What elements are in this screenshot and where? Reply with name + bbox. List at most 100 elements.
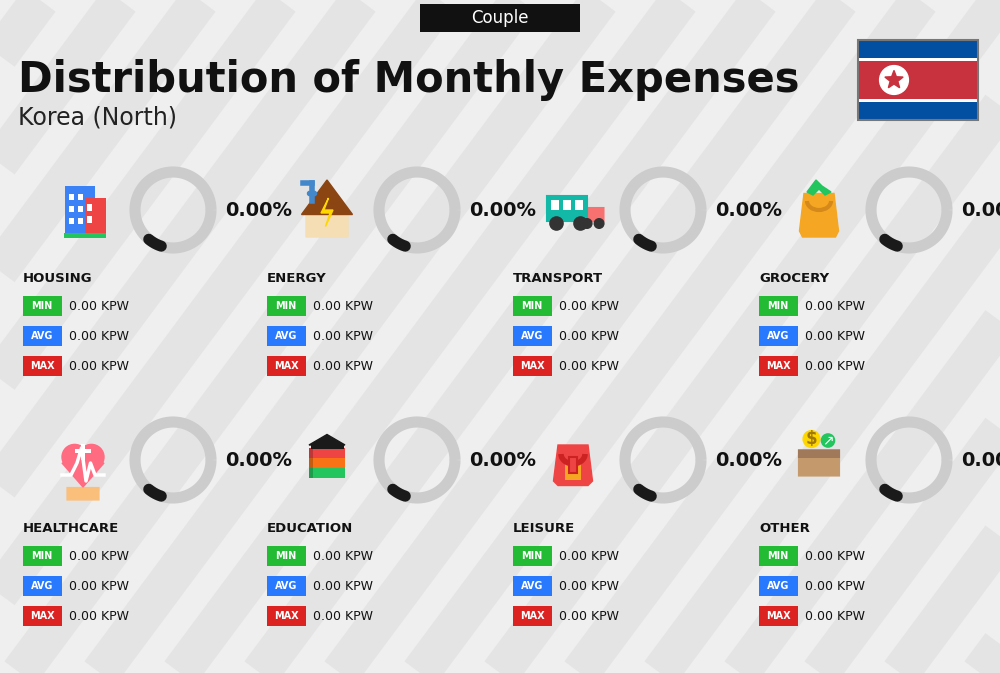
Text: HEALTHCARE: HEALTHCARE bbox=[23, 522, 119, 534]
Circle shape bbox=[821, 434, 835, 447]
Text: 0.00 KPW: 0.00 KPW bbox=[69, 549, 129, 563]
FancyBboxPatch shape bbox=[420, 4, 580, 32]
FancyBboxPatch shape bbox=[309, 448, 345, 458]
Text: 0.00 KPW: 0.00 KPW bbox=[69, 299, 129, 312]
FancyBboxPatch shape bbox=[512, 546, 552, 566]
Text: 0.00%: 0.00% bbox=[961, 450, 1000, 470]
FancyBboxPatch shape bbox=[65, 186, 95, 234]
Text: 0.00 KPW: 0.00 KPW bbox=[559, 549, 619, 563]
FancyBboxPatch shape bbox=[512, 296, 552, 316]
Text: 0.00 KPW: 0.00 KPW bbox=[559, 330, 619, 343]
FancyBboxPatch shape bbox=[798, 450, 840, 458]
FancyBboxPatch shape bbox=[266, 576, 306, 596]
Text: 0.00 KPW: 0.00 KPW bbox=[559, 579, 619, 592]
FancyBboxPatch shape bbox=[759, 326, 798, 346]
Text: MIN: MIN bbox=[521, 551, 543, 561]
FancyBboxPatch shape bbox=[562, 199, 571, 210]
Text: Korea (North): Korea (North) bbox=[18, 106, 177, 130]
FancyBboxPatch shape bbox=[309, 458, 313, 468]
Text: 0.00 KPW: 0.00 KPW bbox=[69, 359, 129, 372]
FancyBboxPatch shape bbox=[858, 61, 978, 99]
FancyBboxPatch shape bbox=[569, 457, 577, 472]
FancyBboxPatch shape bbox=[583, 207, 605, 222]
Circle shape bbox=[594, 219, 604, 228]
FancyBboxPatch shape bbox=[78, 194, 83, 200]
Circle shape bbox=[62, 444, 87, 470]
FancyBboxPatch shape bbox=[22, 296, 62, 316]
FancyBboxPatch shape bbox=[798, 450, 840, 476]
Text: AVG: AVG bbox=[521, 581, 543, 591]
Polygon shape bbox=[302, 180, 352, 215]
FancyBboxPatch shape bbox=[858, 102, 978, 120]
Text: MAX: MAX bbox=[520, 361, 544, 371]
Text: MIN: MIN bbox=[31, 551, 53, 561]
Polygon shape bbox=[306, 186, 348, 237]
FancyBboxPatch shape bbox=[266, 546, 306, 566]
FancyBboxPatch shape bbox=[858, 99, 978, 102]
Text: MAX: MAX bbox=[274, 361, 298, 371]
Text: MAX: MAX bbox=[274, 611, 298, 621]
Text: MIN: MIN bbox=[31, 301, 53, 311]
Text: 0.00 KPW: 0.00 KPW bbox=[69, 330, 129, 343]
FancyBboxPatch shape bbox=[66, 487, 100, 501]
Text: GROCERY: GROCERY bbox=[759, 271, 829, 285]
Text: 0.00%: 0.00% bbox=[469, 201, 536, 219]
Text: 0.00 KPW: 0.00 KPW bbox=[313, 299, 373, 312]
Text: OTHER: OTHER bbox=[759, 522, 810, 534]
FancyBboxPatch shape bbox=[512, 606, 552, 626]
FancyBboxPatch shape bbox=[78, 205, 83, 212]
Text: 0.00 KPW: 0.00 KPW bbox=[559, 299, 619, 312]
Polygon shape bbox=[309, 435, 345, 445]
Circle shape bbox=[880, 65, 908, 94]
Circle shape bbox=[574, 217, 587, 230]
FancyBboxPatch shape bbox=[858, 40, 978, 58]
Text: 0.00 KPW: 0.00 KPW bbox=[313, 610, 373, 623]
FancyBboxPatch shape bbox=[512, 326, 552, 346]
Text: Couple: Couple bbox=[471, 9, 529, 27]
FancyBboxPatch shape bbox=[309, 458, 345, 468]
FancyBboxPatch shape bbox=[81, 444, 85, 460]
FancyBboxPatch shape bbox=[309, 448, 313, 458]
FancyBboxPatch shape bbox=[87, 204, 92, 211]
FancyBboxPatch shape bbox=[309, 468, 313, 478]
Text: $: $ bbox=[806, 430, 817, 448]
FancyBboxPatch shape bbox=[266, 356, 306, 376]
Text: TRANSPORT: TRANSPORT bbox=[513, 271, 603, 285]
FancyBboxPatch shape bbox=[759, 576, 798, 596]
Text: EDUCATION: EDUCATION bbox=[267, 522, 353, 534]
FancyBboxPatch shape bbox=[309, 468, 345, 478]
FancyBboxPatch shape bbox=[22, 356, 62, 376]
Text: AVG: AVG bbox=[31, 331, 53, 341]
Circle shape bbox=[582, 219, 592, 228]
Text: AVG: AVG bbox=[275, 581, 297, 591]
Text: 0.00 KPW: 0.00 KPW bbox=[313, 549, 373, 563]
Polygon shape bbox=[807, 180, 831, 195]
Polygon shape bbox=[62, 463, 104, 487]
Text: AVG: AVG bbox=[767, 331, 789, 341]
Text: 0.00%: 0.00% bbox=[715, 450, 782, 470]
Text: 0.00 KPW: 0.00 KPW bbox=[805, 330, 865, 343]
Text: MAX: MAX bbox=[30, 361, 54, 371]
Polygon shape bbox=[554, 445, 592, 485]
Text: 0.00 KPW: 0.00 KPW bbox=[805, 299, 865, 312]
FancyBboxPatch shape bbox=[546, 195, 588, 222]
FancyBboxPatch shape bbox=[266, 606, 306, 626]
Text: AVG: AVG bbox=[521, 331, 543, 341]
Text: 0.00 KPW: 0.00 KPW bbox=[805, 610, 865, 623]
Text: 0.00 KPW: 0.00 KPW bbox=[313, 579, 373, 592]
FancyBboxPatch shape bbox=[550, 199, 559, 210]
Text: 0.00 KPW: 0.00 KPW bbox=[805, 579, 865, 592]
Text: MIN: MIN bbox=[767, 551, 789, 561]
Text: MAX: MAX bbox=[520, 611, 544, 621]
FancyBboxPatch shape bbox=[69, 217, 74, 224]
FancyBboxPatch shape bbox=[22, 606, 62, 626]
Text: MIN: MIN bbox=[275, 551, 297, 561]
Polygon shape bbox=[885, 71, 903, 87]
Text: MIN: MIN bbox=[275, 301, 297, 311]
Text: MAX: MAX bbox=[766, 361, 790, 371]
Circle shape bbox=[312, 191, 316, 196]
Text: AVG: AVG bbox=[275, 331, 297, 341]
FancyBboxPatch shape bbox=[84, 198, 106, 234]
FancyBboxPatch shape bbox=[266, 326, 306, 346]
Circle shape bbox=[79, 444, 104, 470]
